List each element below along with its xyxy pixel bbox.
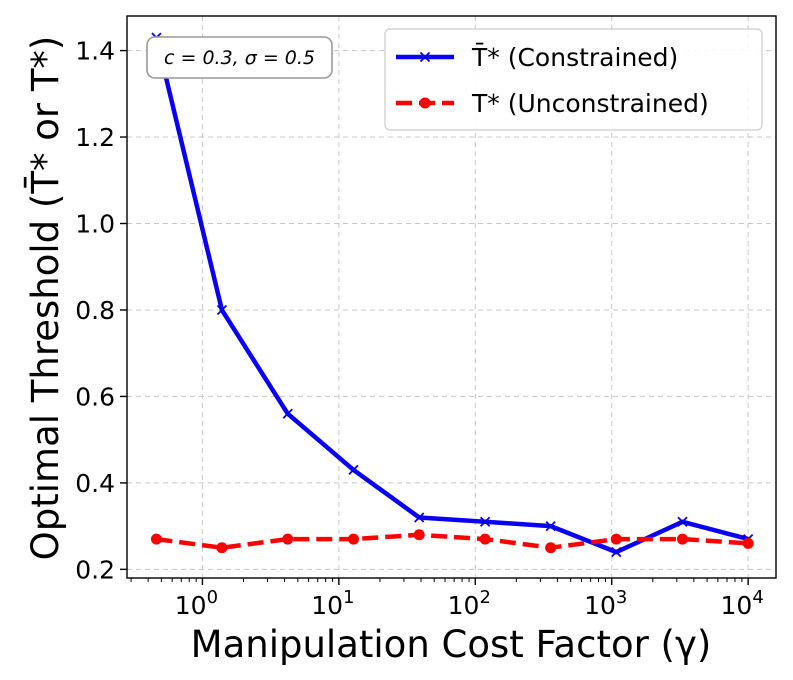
- data-point-circle-marker: [610, 533, 622, 545]
- x-tick-labels: 100 101 102 103 104: [175, 587, 764, 620]
- legend-item-constrained: T̄* (Constrained): [396, 42, 678, 72]
- data-point-x-marker: [216, 304, 228, 316]
- x-tick-label: 101: [311, 587, 354, 620]
- x-tick-base: 10: [448, 591, 480, 620]
- y-tick-label: 0.6: [75, 382, 115, 411]
- parameter-annotation: c = 0.3, σ = 0.5: [146, 36, 333, 79]
- data-point-circle-marker: [545, 542, 557, 554]
- y-tick-label: 0.8: [75, 296, 115, 325]
- data-point-x-marker: [414, 512, 425, 523]
- data-point-x-marker: [479, 516, 491, 527]
- x-tick-base: 10: [311, 591, 343, 620]
- data-point-circle-marker: [282, 533, 294, 545]
- x-tick-exponent: 4: [752, 587, 763, 608]
- data-point-circle-marker: [742, 537, 754, 549]
- x-minor-ticks: [130, 578, 743, 582]
- y-tick-label: 1.2: [75, 123, 115, 152]
- legend-items: T̄* (Constrained) T* (Unconstrained): [396, 42, 709, 118]
- series-line: [156, 532, 749, 550]
- x-tick-exponent: 1: [343, 587, 354, 608]
- legend-circle-marker: [419, 97, 431, 109]
- y-tick-labels: 0.2 0.4 0.6 0.8 1.0 1.2 1.4: [75, 37, 115, 585]
- y-tick-label: 0.2: [75, 555, 115, 584]
- y-tick-label: 1.4: [75, 37, 115, 66]
- data-point-x-marker: [677, 516, 688, 527]
- legend-label: T̄* (Constrained): [471, 42, 678, 72]
- data-point-circle-marker: [479, 533, 491, 545]
- data-series: [150, 32, 754, 558]
- x-tick-label: 100: [175, 587, 218, 620]
- x-tick-exponent: 3: [616, 587, 627, 608]
- data-point-circle-marker: [150, 533, 162, 545]
- x-tick-label: 103: [584, 587, 627, 620]
- y-axis-label: Optimal Threshold (T̄* or T*): [23, 36, 67, 561]
- annotation-text: c = 0.3, σ = 0.5: [164, 47, 315, 69]
- series-unconstrained: [150, 529, 754, 554]
- legend-label: T* (Unconstrained): [471, 89, 709, 118]
- annotation-box: [146, 36, 333, 79]
- data-point-circle-marker: [413, 529, 425, 541]
- legend-x-marker: [419, 51, 431, 63]
- x-tick-base: 10: [584, 591, 616, 620]
- data-point-x-marker: [611, 546, 622, 558]
- data-point-circle-marker: [216, 542, 228, 554]
- legend-frame: [384, 28, 763, 131]
- y-tick-label: 0.4: [75, 469, 115, 498]
- data-point-circle-marker: [676, 533, 688, 545]
- legend: T̄* (Constrained) T* (Unconstrained): [384, 28, 763, 131]
- data-point-circle-marker: [347, 533, 359, 545]
- x-tick-label: 104: [721, 587, 764, 620]
- x-tick-base: 10: [175, 591, 207, 620]
- axes-frame: [126, 15, 777, 579]
- y-tick-label: 1.0: [75, 210, 115, 239]
- data-point-x-marker: [282, 408, 293, 419]
- x-tick-label: 102: [448, 587, 491, 620]
- data-point-x-marker: [545, 520, 556, 532]
- x-tick-base: 10: [721, 591, 753, 620]
- x-tick-exponent: 0: [207, 587, 218, 608]
- data-point-x-marker: [348, 464, 359, 476]
- x-tick-exponent: 2: [479, 587, 490, 608]
- x-axis-label: Manipulation Cost Factor (γ): [191, 623, 712, 666]
- legend-item-unconstrained: T* (Unconstrained): [396, 89, 709, 118]
- axis-ticks: [120, 49, 749, 585]
